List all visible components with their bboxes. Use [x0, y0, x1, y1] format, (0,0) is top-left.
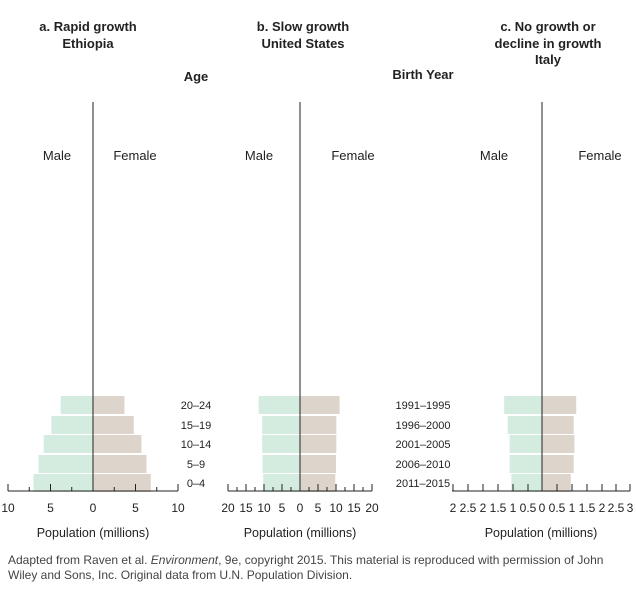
x-tick-label: 2.5 — [460, 501, 477, 515]
caption-prefix: Adapted from Raven et al. — [8, 553, 151, 567]
male-label: Male — [245, 148, 273, 163]
female-bar — [93, 435, 142, 453]
x-tick-label: 2 — [480, 501, 487, 515]
chart-title-line: b. Slow growth — [257, 19, 349, 34]
x-tick-label: 1 — [569, 501, 576, 515]
male-bar — [43, 435, 93, 453]
female-bar — [542, 455, 574, 473]
male-bar — [504, 396, 542, 414]
male-bar — [38, 455, 93, 473]
x-tick-label: 1.5 — [579, 501, 596, 515]
female-bar — [542, 474, 571, 492]
female-bar — [542, 396, 577, 414]
pyramid-ethiopia: a. Rapid growth Ethiopia Male Female 0–4 5–9 1… — [1, 19, 211, 540]
category-label: 2006–2010 — [395, 459, 450, 471]
male-bar — [258, 396, 300, 414]
male-bar — [262, 455, 300, 473]
female-bar — [300, 416, 337, 434]
x-tick-label: 15 — [239, 501, 253, 515]
chart-title-line: United States — [261, 36, 344, 51]
x-tick-label: 10 — [171, 501, 185, 515]
female-label: Female — [578, 148, 621, 163]
x-tick-label: 2 — [450, 501, 457, 515]
female-bar — [300, 455, 336, 473]
chart-title-line: c. No growth or — [500, 19, 595, 34]
male-bar — [262, 435, 300, 453]
x-tick-label: 5 — [279, 501, 286, 515]
x-tick-label: 0 — [539, 501, 546, 515]
male-bar — [60, 396, 93, 414]
x-axis-label: Population (millions) — [37, 526, 150, 540]
x-axis-label: Population (millions) — [244, 526, 357, 540]
female-bar — [542, 435, 575, 453]
x-tick-label: 5 — [47, 501, 54, 515]
x-tick-label: 0 — [297, 501, 304, 515]
x-tick-label: 0.5 — [549, 501, 566, 515]
male-bar — [511, 474, 542, 492]
x-tick-label: 10 — [329, 501, 343, 515]
chart-title-line: Italy — [535, 52, 562, 67]
female-bar — [300, 435, 337, 453]
category-label: 5–9 — [187, 459, 205, 471]
female-bar — [93, 416, 134, 434]
x-tick-label: 5 — [315, 501, 322, 515]
category-label: 2011–2015 — [396, 478, 450, 490]
category-label: 20–24 — [181, 400, 212, 412]
male-bar — [262, 416, 300, 434]
caption-book-title: Environment — [150, 553, 219, 567]
x-tick-label: 1 — [510, 501, 517, 515]
category-label: 1996–2000 — [395, 420, 450, 432]
x-tick-label: 15 — [347, 501, 361, 515]
x-tick-label: 5 — [132, 501, 139, 515]
female-bar — [93, 396, 125, 414]
category-label: 2001–2005 — [395, 439, 450, 451]
male-bar — [507, 416, 542, 434]
male-bar — [509, 455, 542, 473]
male-label: Male — [43, 148, 71, 163]
x-tick-label: 0 — [90, 501, 97, 515]
x-tick-label: 20 — [221, 501, 235, 515]
female-bar — [93, 474, 151, 492]
x-tick-label: 0.5 — [520, 501, 537, 515]
x-tick-label: 2.5 — [608, 501, 625, 515]
male-label: Male — [480, 148, 508, 163]
male-bar — [509, 435, 542, 453]
x-tick-label: 1.5 — [490, 501, 507, 515]
x-tick-label: 10 — [257, 501, 271, 515]
female-bar — [542, 416, 574, 434]
female-bar — [93, 455, 147, 473]
female-bar — [300, 396, 340, 414]
category-label: 15–19 — [181, 420, 212, 432]
figure-caption: Adapted from Raven et al. Environment, 9… — [8, 553, 628, 583]
birth-year-header: Birth Year — [392, 67, 453, 82]
female-label: Female — [113, 148, 156, 163]
age-header: Age — [184, 69, 209, 84]
category-label: 10–14 — [181, 439, 212, 451]
male-bar — [51, 416, 93, 434]
chart-title-line: Ethiopia — [62, 36, 114, 51]
population-pyramids-svg: a. Rapid growth Ethiopia Male Female 0–4 5–9 1… — [1, 19, 634, 540]
female-label: Female — [331, 148, 374, 163]
caption-suffix: , 9e, copyright 2015. This material is r… — [8, 553, 604, 582]
category-label: 0–4 — [187, 478, 205, 490]
x-tick-label: 2 — [599, 501, 606, 515]
male-bar — [33, 474, 93, 492]
category-label: 1991–1995 — [395, 400, 450, 412]
x-tick-label: 3 — [627, 501, 634, 515]
chart-title-line: decline in growth — [495, 36, 602, 51]
x-axis-label: Population (millions) — [485, 526, 598, 540]
chart-title-line: a. Rapid growth — [39, 19, 137, 34]
x-tick-label: 20 — [365, 501, 379, 515]
x-tick-label: 10 — [1, 501, 15, 515]
